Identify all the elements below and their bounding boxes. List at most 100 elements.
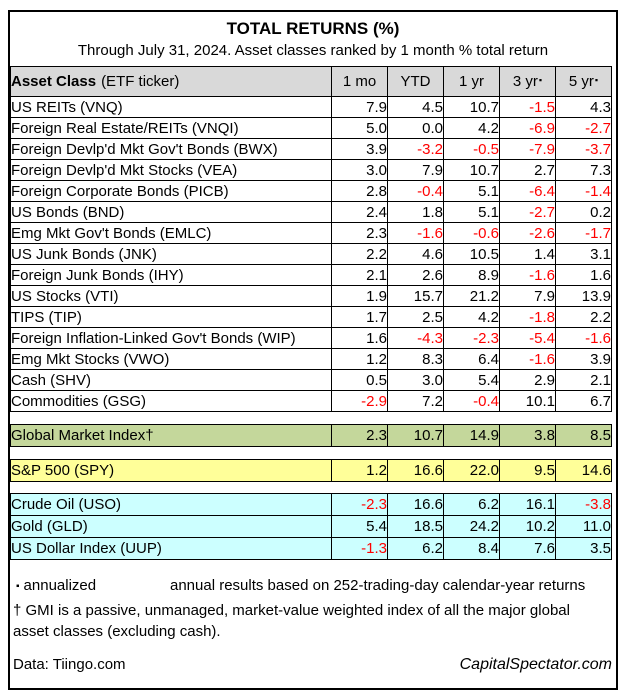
return-value-cell: -3.8	[555, 493, 612, 516]
asset-class-row: Emg Mkt Stocks (VWO) 1.2 8.3 6.4 -1.6 3.9	[10, 348, 612, 370]
asset-class-row: US REITs (VNQ) 7.9 4.5 10.7 -1.5 4.3	[10, 96, 612, 118]
return-value-cell: 16.1	[499, 493, 556, 516]
return-value-cell: 4.5	[387, 96, 444, 118]
return-value-cell: -1.6	[499, 348, 556, 370]
sp500-row: S&P 500 (SPY) 1.2 16.6 22.0 9.5 14.6	[10, 459, 612, 482]
global-market-index-row: Global Market Index† 2.3 10.7 14.9 3.8 8.5	[10, 424, 612, 447]
return-value-cell: -2.6	[499, 222, 556, 244]
sp500-table: S&P 500 (SPY) 1.2 16.6 22.0 9.5 14.6	[10, 459, 612, 482]
return-value-cell: 10.7	[387, 424, 444, 447]
return-value-cell: 0.0	[387, 117, 444, 139]
return-value-cell: -2.3	[443, 327, 500, 349]
asset-class-cell: Cash (SHV)	[10, 369, 332, 391]
returns-table: Asset Class (ETF ticker) 1 mo YTD 1 yr 3 …	[10, 66, 612, 412]
asset-class-row: Foreign Corporate Bonds (PICB) 2.8 -0.4 5.1…	[10, 180, 612, 202]
return-value-cell: -0.5	[443, 138, 500, 160]
return-value-cell: 5.1	[443, 180, 500, 202]
annualized-footnote-note: annual results based on 252-trading-day …	[170, 577, 586, 594]
return-value-cell: -1.6	[499, 264, 556, 286]
return-value-cell: 0.2	[555, 201, 612, 223]
return-value-cell: -6.4	[499, 180, 556, 202]
asset-class-header-ticker: (ETF ticker)	[101, 73, 180, 90]
site-credit: CapitalSpectator.com	[459, 656, 612, 673]
return-value-cell: -2.3	[331, 493, 388, 516]
alternative-asset-row: Crude Oil (USO) -2.3 16.6 6.2 16.1 -3.8	[10, 493, 612, 516]
asset-class-cell: Foreign Inflation-Linked Gov't Bonds (WI…	[10, 327, 332, 349]
asset-class-row: Emg Mkt Gov't Bonds (EMLC) 2.3 -1.6 -0.6 -2.…	[10, 222, 612, 244]
total-returns-panel: TOTAL RETURNS (%) Through July 31, 2024.…	[8, 10, 618, 690]
asset-class-cell: Foreign Devlp'd Mkt Gov't Bonds (BWX)	[10, 138, 332, 160]
return-value-cell: 1.8	[387, 201, 444, 223]
return-value-cell: -2.9	[331, 390, 388, 412]
return-value-cell: 7.2	[387, 390, 444, 412]
return-value-cell: 6.7	[555, 390, 612, 412]
spacer	[10, 412, 612, 424]
return-value-cell: 15.7	[387, 285, 444, 307]
return-value-cell: -1.6	[387, 222, 444, 244]
return-value-cell: -1.5	[499, 96, 556, 118]
return-value-cell: 3.5	[555, 537, 612, 560]
alternative-asset-row: US Dollar Index (UUP) -1.3 6.2 8.4 7.6 3.5	[10, 537, 612, 560]
return-value-cell: 22.0	[443, 459, 500, 482]
alternatives-table: Crude Oil (USO) -2.3 16.6 6.2 16.1 -3.8 Gold (…	[10, 493, 612, 560]
asset-class-header-bold: Asset Class	[11, 73, 97, 90]
return-value-cell: 6.4	[443, 348, 500, 370]
return-value-cell: 24.2	[443, 515, 500, 538]
return-value-cell: 1.9	[331, 285, 388, 307]
gmi-footnote: † GMI is a passive, unmanaged, market-va…	[13, 602, 570, 640]
return-value-cell: 0.5	[331, 369, 388, 391]
return-value-cell: 7.9	[499, 285, 556, 307]
asset-class-row: Foreign Devlp'd Mkt Gov't Bonds (BWX) 3.9…	[10, 138, 612, 160]
asset-class-cell: US Stocks (VTI)	[10, 285, 332, 307]
asset-class-cell: S&P 500 (SPY)	[10, 459, 332, 482]
annualized-footnote: ▪ annualized annual results based on 252-…	[10, 577, 616, 594]
return-value-cell: -6.9	[499, 117, 556, 139]
return-value-cell: -5.4	[499, 327, 556, 349]
return-value-cell: -1.3	[331, 537, 388, 560]
return-value-cell: 2.6	[387, 264, 444, 286]
return-value-cell: 2.9	[499, 369, 556, 391]
page-subtitle: Through July 31, 2024. Asset classes ran…	[77, 42, 549, 59]
return-value-cell: 5.4	[443, 369, 500, 391]
return-value-cell: -2.7	[555, 117, 612, 139]
return-value-cell: 7.9	[331, 96, 388, 118]
return-value-cell: 3.8	[499, 424, 556, 447]
asset-class-cell: TIPS (TIP)	[10, 306, 332, 328]
return-value-cell: 2.3	[331, 222, 388, 244]
global-market-index-table: Global Market Index† 2.3 10.7 14.9 3.8 8.5	[10, 424, 612, 447]
return-value-cell: -1.7	[555, 222, 612, 244]
col-header-3yr: 3 yr▪	[499, 66, 556, 97]
return-value-cell: 1.7	[331, 306, 388, 328]
asset-class-row: US Stocks (VTI) 1.9 15.7 21.2 7.9 13.9	[10, 285, 612, 307]
return-value-cell: 10.5	[443, 243, 500, 265]
table-header-row: Asset Class (ETF ticker) 1 mo YTD 1 yr 3 …	[10, 66, 612, 97]
return-value-cell: 2.7	[499, 159, 556, 181]
return-value-cell: 13.9	[555, 285, 612, 307]
asset-class-cell: Foreign Real Estate/REITs (VNQI)	[10, 117, 332, 139]
return-value-cell: 10.2	[499, 515, 556, 538]
return-value-cell: 1.2	[331, 459, 388, 482]
return-value-cell: 10.7	[443, 96, 500, 118]
return-value-cell: 3.0	[387, 369, 444, 391]
return-value-cell: 9.5	[499, 459, 556, 482]
return-value-cell: 11.0	[555, 515, 612, 538]
asset-class-cell: Emg Mkt Stocks (VWO)	[10, 348, 332, 370]
return-value-cell: -2.7	[499, 201, 556, 223]
asset-class-row: US Junk Bonds (JNK) 2.2 4.6 10.5 1.4 3.1	[10, 243, 612, 265]
return-value-cell: 2.8	[331, 180, 388, 202]
asset-class-cell: US REITs (VNQ)	[10, 96, 332, 118]
return-value-cell: 4.3	[555, 96, 612, 118]
asset-class-row: Cash (SHV) 0.5 3.0 5.4 2.9 2.1	[10, 369, 612, 391]
square-bullet-icon: ▪	[16, 581, 20, 592]
asset-class-row: Commodities (GSG) -2.9 7.2 -0.4 10.1 6.7	[10, 390, 612, 412]
return-value-cell: -0.6	[443, 222, 500, 244]
return-value-cell: 2.2	[331, 243, 388, 265]
return-value-cell: 16.6	[387, 493, 444, 516]
return-value-cell: 8.9	[443, 264, 500, 286]
page-title: TOTAL RETURNS (%)	[226, 19, 400, 38]
asset-class-cell: Gold (GLD)	[10, 515, 332, 538]
return-value-cell: 2.4	[331, 201, 388, 223]
return-value-cell: 7.6	[499, 537, 556, 560]
return-value-cell: 2.1	[555, 369, 612, 391]
annualized-marker: ▪	[594, 75, 599, 85]
